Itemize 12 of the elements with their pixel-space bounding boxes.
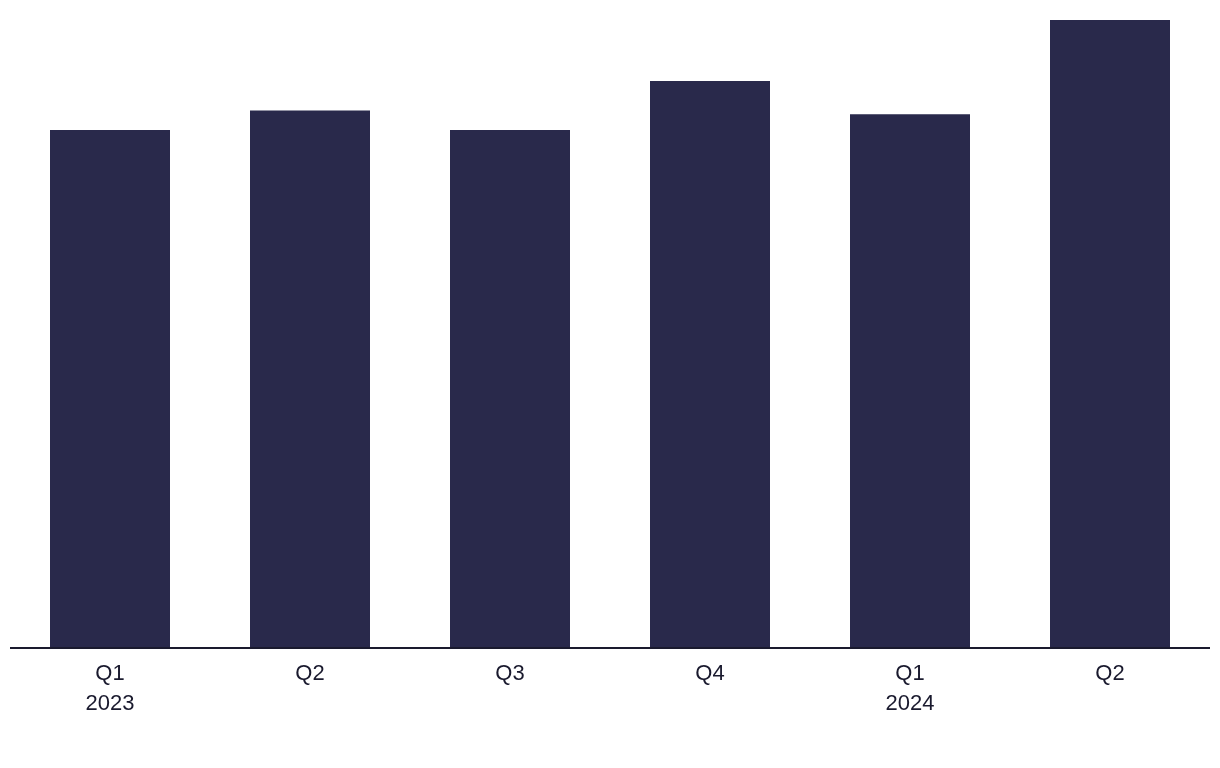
bar <box>450 129 570 648</box>
x-tick-label: Q1 2023 <box>85 660 135 715</box>
bar <box>50 129 170 648</box>
bar <box>1050 20 1170 648</box>
x-tick-label: Q1 2024 <box>885 660 935 715</box>
x-tick-label: Q2 <box>295 660 325 685</box>
x-tick-label: Q2 <box>1095 660 1125 685</box>
x-tick-label: Q3 <box>495 660 525 685</box>
bar <box>850 114 970 648</box>
bar <box>650 80 770 648</box>
bar <box>250 110 370 648</box>
x-tick-label: Q4 <box>695 660 725 685</box>
